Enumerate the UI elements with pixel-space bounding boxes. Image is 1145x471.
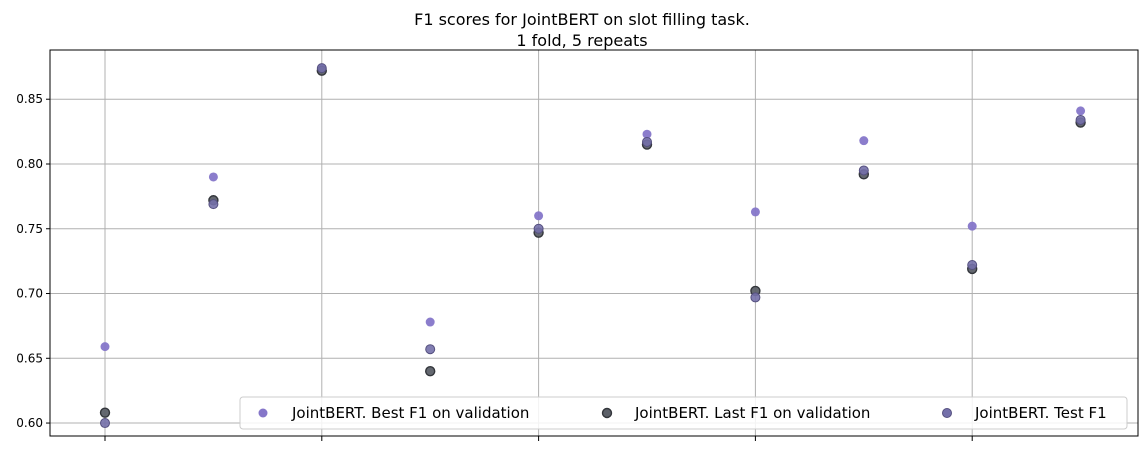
point-test bbox=[750, 292, 761, 303]
y-tick-label: 0.80 bbox=[16, 157, 43, 171]
y-tick-label: 0.75 bbox=[16, 222, 43, 236]
y-tick-label: 0.70 bbox=[16, 287, 43, 301]
point-best bbox=[208, 172, 218, 182]
y-axis: 0.60 0.65 0.70 0.75 0.80 0.85 bbox=[16, 92, 50, 430]
point-test bbox=[316, 63, 327, 74]
x-axis bbox=[104, 436, 973, 441]
point-test bbox=[100, 418, 110, 429]
point-test bbox=[208, 199, 219, 210]
legend-box bbox=[239, 396, 1128, 430]
point-test bbox=[1075, 114, 1086, 125]
y-tick-label: 0.60 bbox=[16, 416, 43, 430]
point-best bbox=[425, 317, 435, 327]
legend-marker-test bbox=[942, 408, 952, 418]
point-best bbox=[100, 342, 110, 352]
plot-points bbox=[99, 63, 1086, 429]
legend-marker-best bbox=[258, 408, 268, 418]
grid bbox=[50, 50, 1138, 436]
point-best bbox=[859, 136, 869, 146]
y-tick-label: 0.85 bbox=[16, 92, 43, 106]
point-last bbox=[99, 407, 111, 418]
plot-frame bbox=[49, 49, 1139, 437]
legend-label-best: JointBERT. Best F1 on validation bbox=[291, 404, 529, 422]
legend-label-test: JointBERT. Test F1 bbox=[974, 404, 1107, 422]
point-test bbox=[425, 344, 436, 355]
point-test bbox=[967, 260, 978, 271]
point-test bbox=[533, 223, 544, 234]
chart-title-line-2: 1 fold, 5 repeats bbox=[516, 31, 647, 50]
point-last bbox=[425, 366, 436, 377]
point-best bbox=[534, 211, 544, 221]
legend-marker-last bbox=[601, 407, 613, 419]
legend: JointBERT. Best F1 on validation JointBE… bbox=[239, 396, 1128, 430]
point-test bbox=[858, 165, 869, 176]
legend-label-last: JointBERT. Last F1 on validation bbox=[634, 404, 870, 422]
point-best bbox=[642, 129, 652, 139]
point-best bbox=[967, 221, 977, 231]
point-best bbox=[1076, 106, 1086, 116]
point-test bbox=[642, 136, 652, 147]
point-best bbox=[750, 207, 760, 217]
y-tick-label: 0.65 bbox=[16, 351, 43, 365]
chart-title-line-1: F1 scores for JointBERT on slot filling … bbox=[414, 10, 750, 29]
